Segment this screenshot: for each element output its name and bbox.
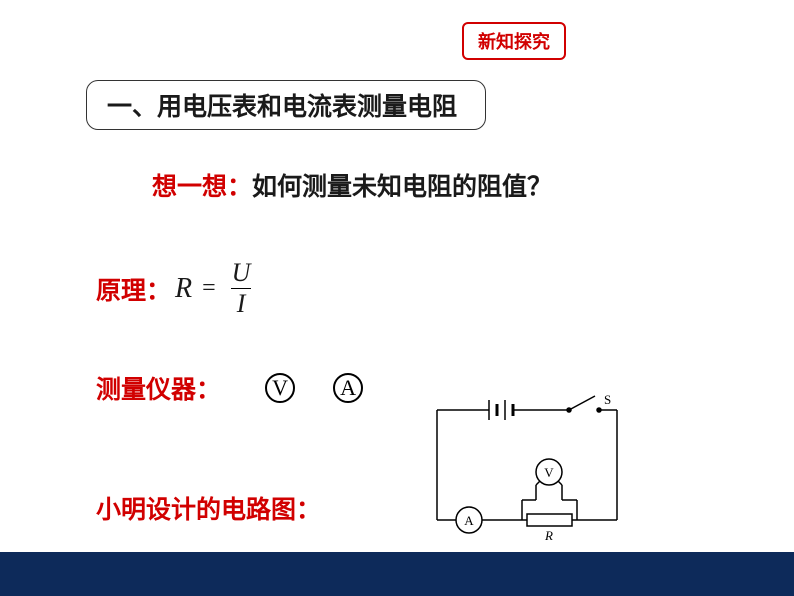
formula-num: U bbox=[226, 260, 257, 288]
formula-lhs: R bbox=[175, 273, 192, 305]
section-prefix: 一、 bbox=[107, 93, 157, 121]
principle-line: 原理： R = U I bbox=[96, 260, 256, 317]
ammeter-label: A bbox=[464, 513, 474, 528]
principle-label: 原理： bbox=[96, 271, 171, 307]
switch-label: S bbox=[604, 392, 611, 407]
think-line: 想一想：如何测量未知电阻的阻值？ bbox=[152, 167, 552, 203]
instruments-line: 测量仪器： V A bbox=[96, 370, 377, 406]
think-label: 想一想： bbox=[152, 173, 252, 201]
section-text: 用电压表和电流表测量电阻 bbox=[157, 93, 457, 121]
footer-bar bbox=[0, 552, 794, 596]
formula-fraction: U I bbox=[226, 260, 257, 317]
slide-page: 新知探究 一、用电压表和电流表测量电阻 想一想：如何测量未知电阻的阻值？ 原理：… bbox=[0, 0, 794, 596]
circuit-design-label: 小明设计的电路图： bbox=[96, 490, 321, 526]
resistor-label: R bbox=[544, 528, 553, 543]
circuit-svg: S V A R bbox=[427, 390, 627, 548]
instruments-label: 测量仪器： bbox=[96, 370, 221, 406]
badge-new-knowledge: 新知探究 bbox=[462, 22, 566, 60]
voltmeter-icon: V bbox=[265, 373, 295, 403]
section-title-box: 一、用电压表和电流表测量电阻 bbox=[86, 80, 486, 130]
formula: R = U I bbox=[175, 260, 256, 317]
formula-den: I bbox=[231, 288, 252, 317]
badge-text: 新知探究 bbox=[478, 32, 550, 52]
circuit-diagram: S V A R bbox=[427, 390, 627, 548]
think-question: 如何测量未知电阻的阻值？ bbox=[252, 173, 552, 201]
voltmeter-label: V bbox=[544, 465, 554, 480]
ammeter-icon: A bbox=[333, 373, 363, 403]
formula-eq: = bbox=[202, 275, 216, 302]
